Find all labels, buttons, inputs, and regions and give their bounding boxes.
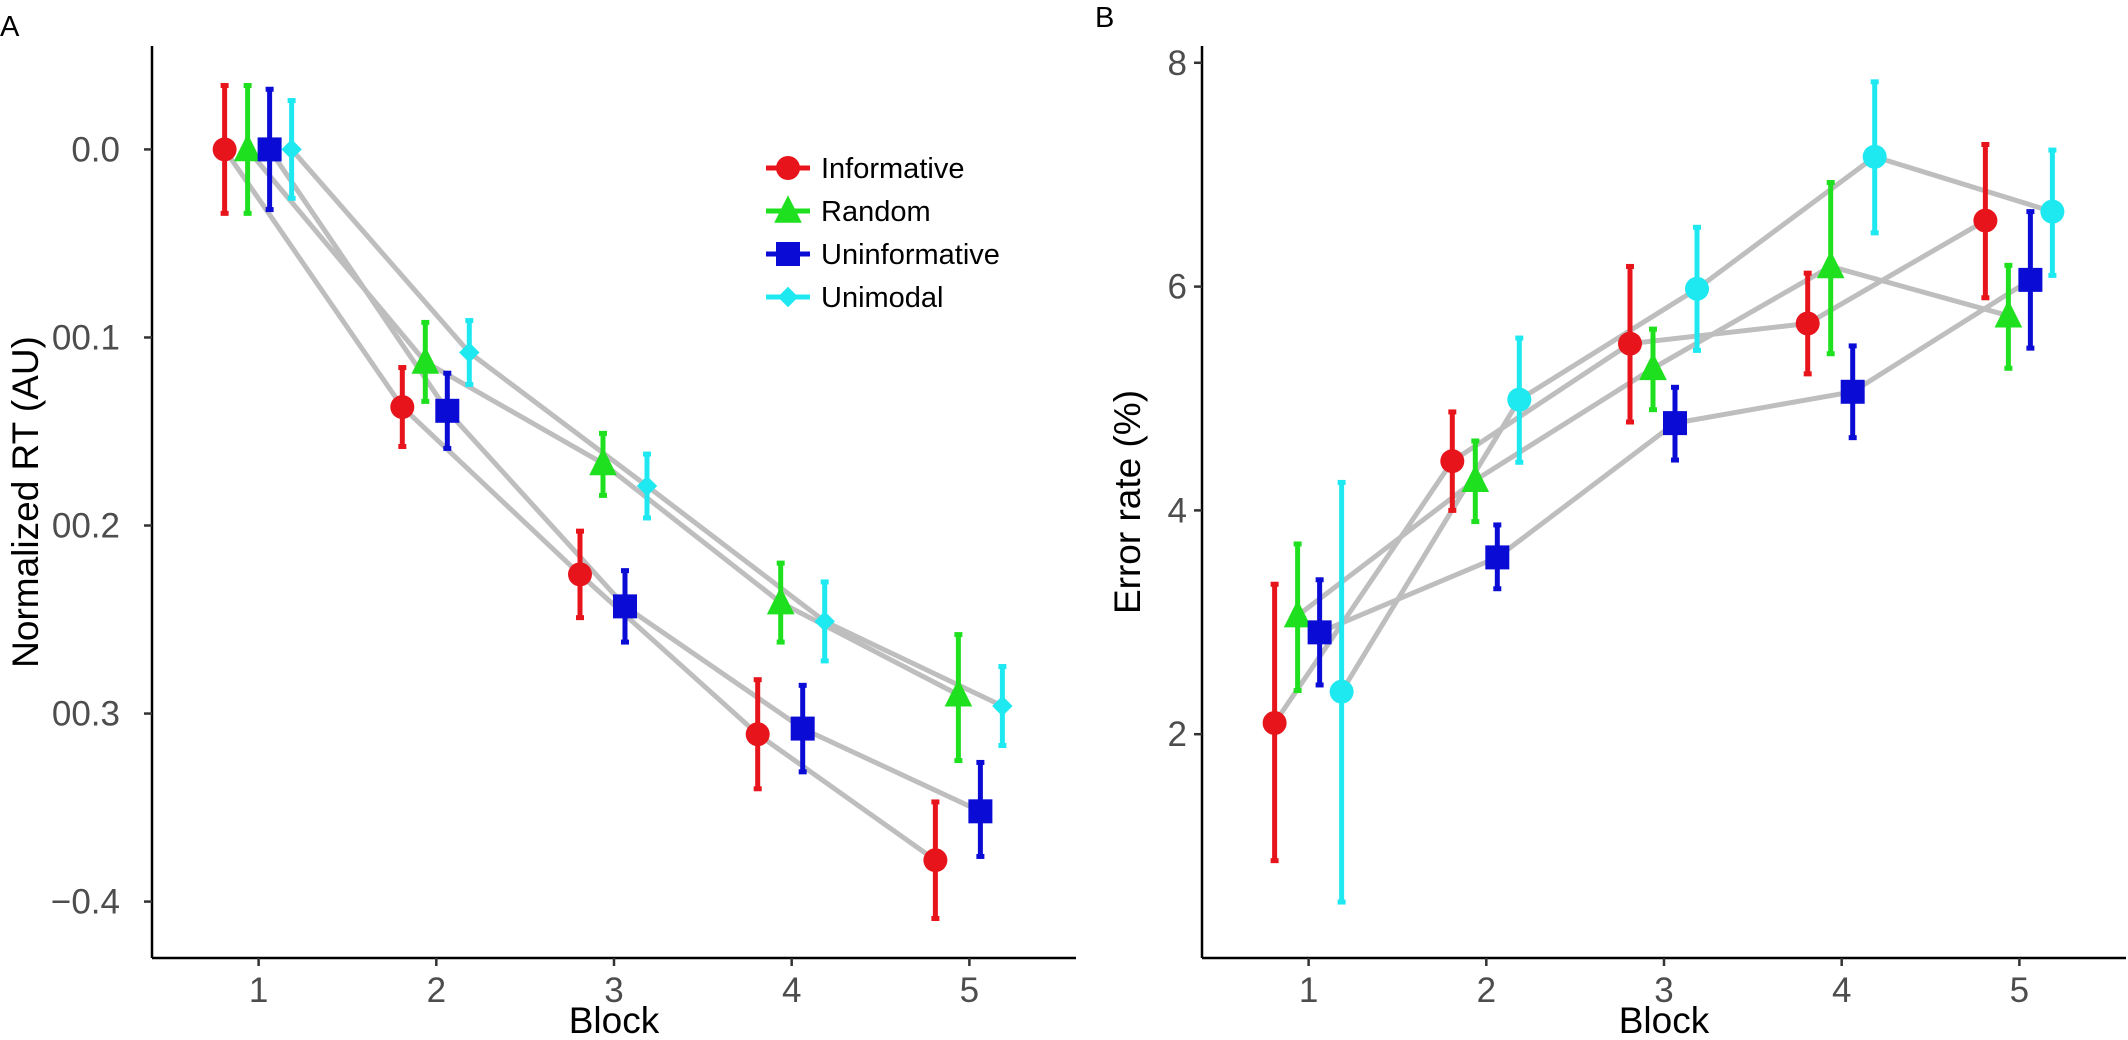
- legend-key-marker: [777, 286, 799, 308]
- data-point: [1307, 620, 1332, 645]
- legend-label: Uninformative: [821, 239, 1000, 271]
- series-random: [233, 82, 973, 764]
- data-point: [435, 398, 460, 423]
- panel-b-chart: 2 4 6 8 1 2 3 4 5 Block Error rate (%): [1107, 44, 2126, 1040]
- y-tick-label: 6: [1168, 268, 1187, 307]
- data-point: [1816, 250, 1845, 279]
- series-unimodal: [1329, 79, 2065, 905]
- data-point: [2018, 267, 2043, 292]
- data-point: [1507, 387, 1532, 412]
- data-point: [1440, 449, 1465, 474]
- data-point: [1862, 144, 1887, 169]
- data-point: [1795, 311, 1820, 336]
- data-point: [613, 594, 637, 619]
- series-line-random: [245, 146, 961, 698]
- panel-a-chart: 0.0 00.1 00.2 00.3 −0.4 1 2 3 4 5 Block Normalized …: [5, 46, 1076, 1040]
- panel-label-a: A: [0, 11, 20, 43]
- data-point: [636, 475, 658, 497]
- y-tick-label: 0.0: [71, 130, 120, 169]
- x-axis-title: Block: [1619, 1000, 1710, 1040]
- x-tick-label: 5: [2010, 971, 2029, 1010]
- x-tick-label: 4: [782, 971, 801, 1010]
- data-point: [281, 139, 302, 160]
- series-unimodal: [281, 98, 1013, 749]
- data-point: [923, 848, 948, 873]
- data-point: [459, 342, 480, 363]
- x-axis-title: Block: [569, 1000, 660, 1040]
- data-point: [411, 346, 440, 374]
- data-point: [944, 678, 973, 707]
- data-point: [1283, 599, 1312, 628]
- data-point: [968, 799, 993, 824]
- legend: Informative Random Uninformative Unimodal: [766, 153, 1000, 314]
- data-point: [1329, 679, 1354, 704]
- series-informative: [1262, 141, 1998, 864]
- y-tick-label: 00.2: [52, 507, 120, 546]
- data-point: [790, 716, 815, 741]
- series-informative: [212, 82, 948, 922]
- data-point: [1663, 411, 1687, 436]
- x-tick-label: 1: [249, 971, 268, 1010]
- x-tick-label: 3: [604, 971, 623, 1010]
- data-point: [2040, 199, 2065, 224]
- data-point: [1485, 545, 1510, 570]
- y-tick-label: 4: [1168, 491, 1187, 530]
- data-point: [1639, 352, 1667, 381]
- y-tick-label: 00.1: [52, 318, 120, 357]
- legend-label: Informative: [821, 153, 964, 185]
- data-point: [992, 695, 1013, 717]
- data-point: [589, 447, 617, 476]
- data-point: [1461, 464, 1490, 492]
- data-point: [766, 586, 795, 615]
- data-point: [1973, 208, 1998, 233]
- legend-key-marker: [776, 156, 800, 180]
- series-random: [1283, 180, 2023, 694]
- series-uninformative: [1307, 209, 2043, 688]
- data-point: [814, 611, 835, 632]
- data-point: [1840, 379, 1865, 404]
- x-tick-label: 5: [960, 971, 979, 1010]
- x-tick-label: 2: [1477, 971, 1496, 1010]
- data-point: [390, 395, 415, 420]
- y-tick-label: 8: [1168, 44, 1187, 83]
- series-uninformative: [257, 86, 993, 859]
- data-point: [568, 562, 592, 587]
- panel-label-b: B: [1095, 2, 1114, 34]
- data-point: [257, 137, 282, 162]
- data-point: [1618, 331, 1642, 356]
- legend-key-marker: [776, 242, 800, 266]
- y-tick-label: −0.4: [51, 883, 120, 922]
- x-tick-label: 2: [427, 971, 446, 1010]
- y-axis-title: Error rate (%): [1107, 390, 1148, 614]
- data-point: [1262, 711, 1287, 736]
- data-point: [1994, 299, 2023, 328]
- x-tick-label: 1: [1299, 971, 1318, 1010]
- data-point: [233, 133, 262, 162]
- legend-label: Random: [821, 196, 931, 228]
- y-tick-label: 2: [1168, 715, 1187, 754]
- y-tick-label: 00.3: [52, 695, 120, 734]
- x-tick-label: 3: [1654, 971, 1673, 1010]
- y-axis-title: Normalized RT (AU): [5, 336, 46, 668]
- data-point: [1685, 276, 1709, 301]
- legend-label: Unimodal: [821, 282, 944, 314]
- data-point: [212, 137, 237, 162]
- x-tick-label: 4: [1832, 971, 1851, 1010]
- legend-key-marker: [774, 195, 802, 223]
- data-point: [745, 722, 770, 747]
- connector-lines: [1272, 154, 2055, 726]
